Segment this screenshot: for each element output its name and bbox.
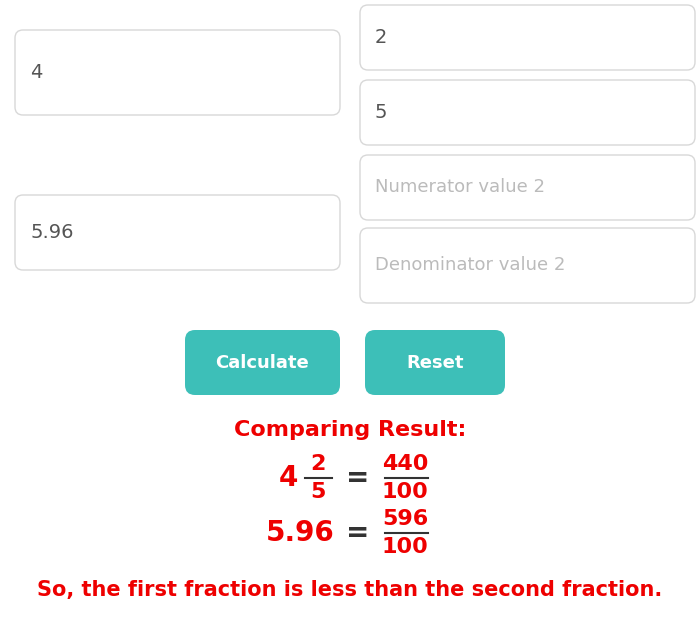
FancyBboxPatch shape xyxy=(365,330,505,395)
Text: 2: 2 xyxy=(310,454,326,474)
FancyBboxPatch shape xyxy=(15,30,340,115)
Text: 5: 5 xyxy=(375,103,388,122)
Text: 5: 5 xyxy=(310,482,326,502)
Text: 4: 4 xyxy=(30,63,43,82)
Text: 5.96: 5.96 xyxy=(30,223,74,242)
Text: 100: 100 xyxy=(382,537,428,557)
Text: 5.96: 5.96 xyxy=(265,519,335,547)
Text: Reset: Reset xyxy=(406,353,463,371)
Text: =: = xyxy=(346,519,370,547)
Text: Numerator value 2: Numerator value 2 xyxy=(375,179,545,197)
Text: Comparing Result:: Comparing Result: xyxy=(234,420,466,440)
Text: Denominator value 2: Denominator value 2 xyxy=(375,256,566,274)
Text: =: = xyxy=(346,464,370,492)
Text: 100: 100 xyxy=(382,482,428,502)
Text: Calculate: Calculate xyxy=(216,353,309,371)
FancyBboxPatch shape xyxy=(360,155,695,220)
FancyBboxPatch shape xyxy=(360,228,695,303)
Text: 596: 596 xyxy=(382,509,428,529)
FancyBboxPatch shape xyxy=(360,80,695,145)
Text: 4: 4 xyxy=(279,464,298,492)
FancyBboxPatch shape xyxy=(360,5,695,70)
Text: 2: 2 xyxy=(375,28,387,47)
FancyBboxPatch shape xyxy=(15,195,340,270)
FancyBboxPatch shape xyxy=(185,330,340,395)
Text: 440: 440 xyxy=(382,454,428,474)
Text: So, the first fraction is less than the second fraction.: So, the first fraction is less than the … xyxy=(37,580,663,600)
